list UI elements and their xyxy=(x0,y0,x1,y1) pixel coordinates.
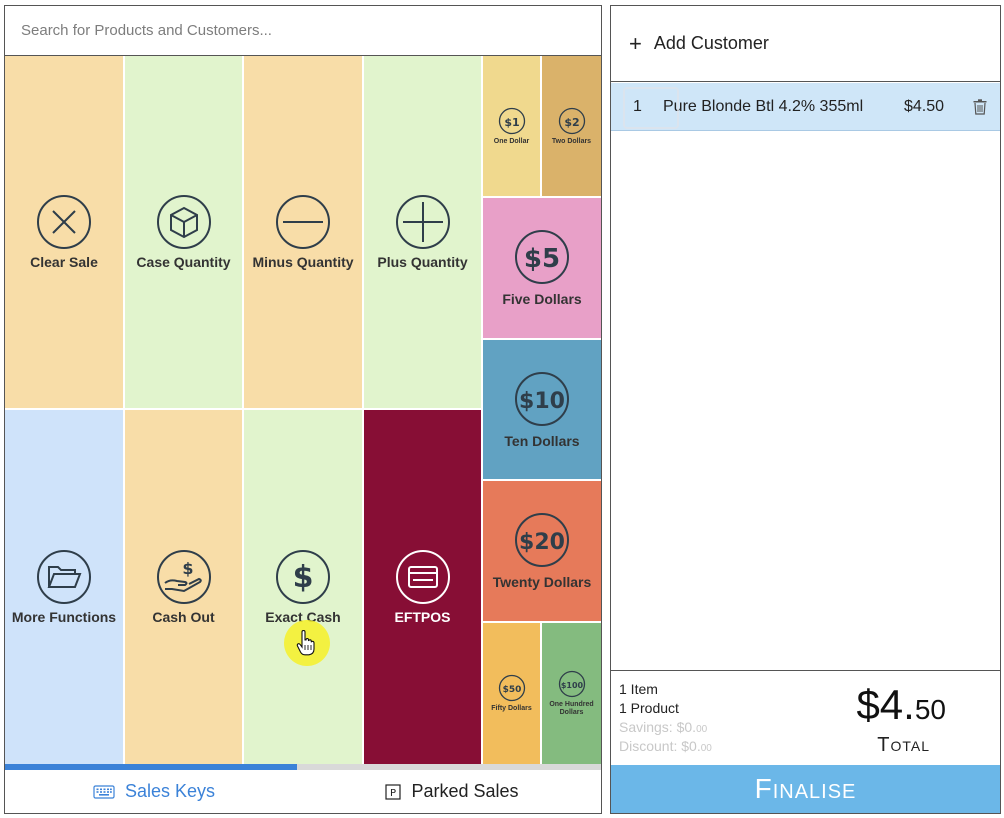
plus-quantity-button[interactable]: Plus Quantity xyxy=(364,56,481,408)
savings-amount: Savings: $0.00 xyxy=(619,719,707,735)
ten-dollars-button[interactable]: $10 Ten Dollars xyxy=(483,340,601,479)
cash-out-button[interactable]: $ Cash Out xyxy=(125,410,242,764)
plus-circle-icon xyxy=(395,195,450,249)
five-dollars-label: Five Dollars xyxy=(502,291,582,307)
sales-keys-grid: Clear Sale Case Quantity Minus Quantity xyxy=(5,56,601,764)
tab-parked-sales[interactable]: P Parked Sales xyxy=(303,770,601,813)
finalise-button[interactable]: Finalise xyxy=(611,765,1000,813)
hand-pointer-icon xyxy=(296,630,315,656)
case-quantity-label: Case Quantity xyxy=(136,254,231,270)
trash-icon xyxy=(973,98,987,115)
product-image-placeholder xyxy=(623,87,679,129)
svg-text:$2: $2 xyxy=(564,116,579,129)
search-input[interactable] xyxy=(5,6,601,56)
savings-cents: 00 xyxy=(696,724,708,735)
svg-text:$20: $20 xyxy=(519,530,565,555)
sales-panel: Clear Sale Case Quantity Minus Quantity xyxy=(4,5,602,814)
discount-amount: Discount: $0.00 xyxy=(619,738,712,754)
one-hundred-dollars-icon: $100 xyxy=(558,670,585,698)
one-dollar-icon: $1 xyxy=(498,107,525,134)
svg-text:$5: $5 xyxy=(524,244,560,274)
discount-cents: 00 xyxy=(700,743,712,754)
total-cents: 50 xyxy=(914,694,946,725)
ten-dollars-icon: $10 xyxy=(515,371,569,426)
total-amount: $4.50 xyxy=(856,681,946,729)
two-dollars-label: Two Dollars xyxy=(551,137,592,145)
tab-parked-sales-label: Parked Sales xyxy=(411,781,519,801)
clear-sale-button[interactable]: Clear Sale xyxy=(5,56,123,408)
one-dollar-button[interactable]: $1 One Dollar xyxy=(483,56,540,196)
twenty-dollars-button[interactable]: $20 Twenty Dollars xyxy=(483,481,601,621)
five-dollars-icon: $5 xyxy=(515,230,569,284)
folder-open-icon xyxy=(37,550,91,604)
tab-sales-keys[interactable]: Sales Keys xyxy=(5,770,303,813)
minus-quantity-label: Minus Quantity xyxy=(252,254,354,270)
minus-circle-icon xyxy=(276,195,330,249)
sale-line-item[interactable]: 1 Pure Blonde Btl 4.2% 355ml $4.50 xyxy=(611,83,1000,131)
eftpos-button[interactable]: EFTPOS xyxy=(364,410,481,764)
five-dollars-button[interactable]: $5 Five Dollars xyxy=(483,198,601,338)
credit-card-icon xyxy=(395,550,450,604)
exact-cash-label: Exact Cash xyxy=(265,609,341,625)
two-dollars-button[interactable]: $2 Two Dollars xyxy=(542,56,601,196)
sale-totals: 1 Item 1 Product Savings: $0.00 Discount… xyxy=(611,670,1000,765)
svg-text:$50: $50 xyxy=(502,685,521,695)
minus-quantity-button[interactable]: Minus Quantity xyxy=(244,56,362,408)
page-indicator-fill xyxy=(5,764,298,770)
line-product-name: Pure Blonde Btl 4.2% 355ml xyxy=(663,97,864,115)
total-label: Total xyxy=(877,734,930,756)
fifty-dollars-button[interactable]: $50 Fifty Dollars xyxy=(483,623,540,764)
item-count: 1 Item xyxy=(619,681,658,697)
svg-text:$10: $10 xyxy=(519,389,565,414)
add-customer-button[interactable]: + Add Customer xyxy=(611,6,1000,82)
line-price: $4.50 xyxy=(904,97,945,115)
keyboard-icon xyxy=(93,784,115,799)
more-functions-label: More Functions xyxy=(11,609,117,625)
twenty-dollars-label: Twenty Dollars xyxy=(492,574,592,590)
dollar-circle-icon: $ xyxy=(276,550,330,604)
hand-money-icon: $ xyxy=(156,550,211,604)
parking-icon: P xyxy=(385,783,402,800)
product-count: 1 Product xyxy=(619,700,679,716)
add-customer-label: Add Customer xyxy=(653,33,769,53)
plus-quantity-label: Plus Quantity xyxy=(377,254,468,270)
sales-keys-page-indicator xyxy=(5,764,601,770)
svg-text:$1: $1 xyxy=(504,116,519,129)
discount-label: Discount: $0. xyxy=(619,738,701,754)
two-dollars-icon: $2 xyxy=(558,107,585,134)
cash-out-label: Cash Out xyxy=(152,609,215,625)
svg-text:$: $ xyxy=(293,560,314,595)
sale-panel: + Add Customer 1 Pure Blonde Btl 4.2% 35… xyxy=(610,5,1001,814)
case-quantity-button[interactable]: Case Quantity xyxy=(125,56,242,408)
one-hundred-dollars-button[interactable]: $100 One Hundred Dollars xyxy=(542,623,601,764)
savings-label: Savings: $0. xyxy=(619,719,697,735)
twenty-dollars-icon: $20 xyxy=(515,513,569,567)
ten-dollars-label: Ten Dollars xyxy=(504,432,580,449)
box-icon xyxy=(156,195,211,249)
fifty-dollars-label: Fifty Dollars xyxy=(491,705,532,712)
tab-sales-keys-label: Sales Keys xyxy=(124,781,216,801)
svg-text:P: P xyxy=(390,788,396,799)
fifty-dollars-icon: $50 xyxy=(498,674,525,702)
exact-cash-button[interactable]: $ Exact Cash xyxy=(244,410,362,764)
total-dollars: $4. xyxy=(856,681,915,728)
one-hundred-dollars-label: One Hundred Dollars xyxy=(549,701,594,716)
one-dollar-label: One Dollar xyxy=(493,137,530,145)
delete-line-button[interactable] xyxy=(960,98,1000,115)
eftpos-label: EFTPOS xyxy=(394,609,451,625)
plus-icon: + xyxy=(629,30,642,56)
line-quantity: 1 xyxy=(633,97,642,115)
more-functions-button[interactable]: More Functions xyxy=(5,410,123,764)
svg-text:$100: $100 xyxy=(560,681,583,690)
close-circle-icon xyxy=(37,195,91,249)
svg-text:$: $ xyxy=(182,559,193,578)
clear-sale-label: Clear Sale xyxy=(30,254,98,270)
